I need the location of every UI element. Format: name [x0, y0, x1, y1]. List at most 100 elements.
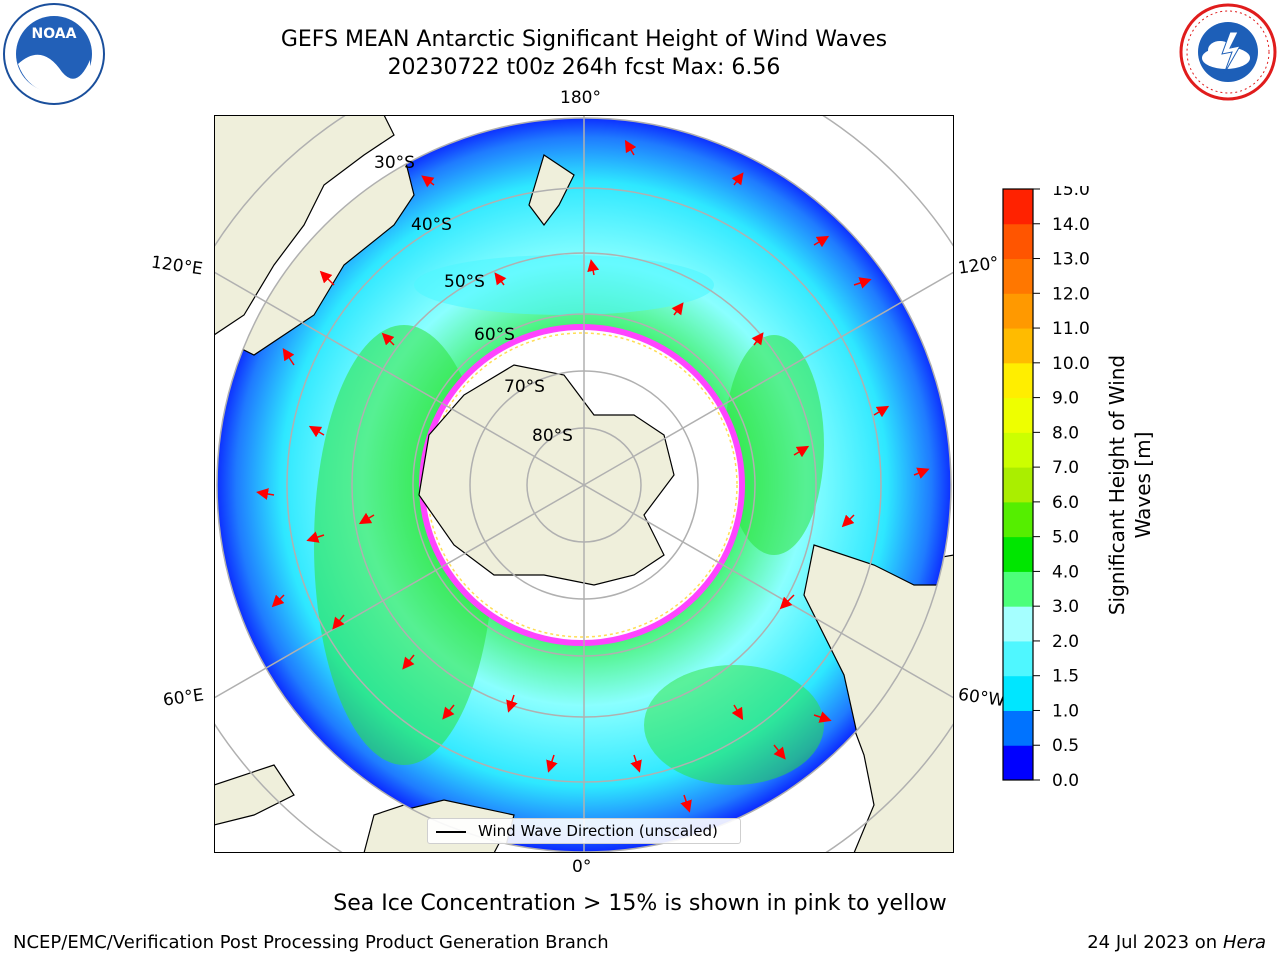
colorbar-swatch — [1003, 710, 1033, 746]
colorbar-tick-label: 2.0 — [1052, 632, 1079, 652]
footer-date-text: 24 Jul 2023 on — [1087, 932, 1223, 953]
map-frame — [214, 115, 954, 853]
arrow — [731, 172, 744, 186]
arrow — [853, 277, 872, 289]
arrow — [332, 614, 345, 630]
lon-label-0: 0° — [572, 857, 592, 877]
lat-label-60s: 60°S — [474, 325, 515, 345]
lon-label-60w: 60°W — [956, 684, 1007, 712]
arrow — [671, 302, 684, 316]
arrow — [358, 512, 375, 525]
colorbar-swatch — [1003, 223, 1033, 260]
arrow — [841, 514, 855, 528]
lat-label-80s: 80°S — [532, 426, 573, 446]
graticule — [214, 115, 954, 853]
colorbar-swatch — [1003, 501, 1033, 538]
arrow — [793, 445, 810, 458]
wind-wave-arrows — [256, 139, 930, 813]
arrow — [381, 332, 395, 346]
colorbar-tick-label: 13.0 — [1052, 250, 1090, 270]
colorbar-swatch — [1003, 258, 1033, 294]
lat-label-70s: 70°S — [504, 377, 545, 397]
colorbar-label: Significant Height of Wind Waves [m] — [1105, 355, 1155, 615]
colorbar-tick-label: 0.5 — [1052, 736, 1079, 756]
lat-label-50s: 50°S — [444, 272, 485, 292]
arrow — [442, 704, 455, 720]
colorbar-tick-label: 8.0 — [1052, 423, 1079, 443]
map-legend: Wind Wave Direction (unscaled) — [427, 818, 741, 844]
nws-logo — [1179, 3, 1277, 101]
footer-machine: Hera — [1222, 932, 1266, 953]
arrow — [630, 754, 642, 773]
lon-label-120e: 120°E — [149, 252, 204, 280]
colorbar: 0.0 0.5 1.0 1.5 2.0 3.0 4.0 5.0 6.0 7.0 8.0 9.0 10.0… — [1002, 186, 1090, 786]
colorbar-tick-label: 6.0 — [1052, 493, 1079, 513]
arrow — [813, 711, 832, 723]
arrow — [256, 488, 275, 500]
colorbar-swatch — [1003, 432, 1033, 468]
colorbar-label-line2: Waves [m] — [1131, 432, 1155, 539]
arrow — [306, 531, 325, 543]
polar-map: 30°S 40°S 50°S 60°S 70°S 80°S — [214, 115, 954, 853]
lon-label-120w: 120° — [956, 253, 1001, 279]
arrow — [271, 594, 285, 608]
lat-label-30s: 30°S — [374, 153, 415, 173]
colorbar-tick-label: 10.0 — [1052, 354, 1090, 374]
colorbar-swatch — [1003, 571, 1033, 607]
colorbar-tick-label: 0.0 — [1052, 771, 1079, 786]
chart-title: GEFS MEAN Antarctic Significant Height o… — [280, 27, 888, 52]
colorbar-swatch — [1003, 397, 1033, 433]
arrow — [751, 332, 764, 346]
colorbar-tick-label: 1.5 — [1052, 667, 1079, 687]
colorbar-swatch — [1003, 745, 1033, 781]
colorbar-swatch — [1003, 675, 1033, 711]
colorbar-swatch — [1003, 328, 1033, 364]
colorbar-swatch — [1003, 362, 1033, 399]
legend-label: Wind Wave Direction (unscaled) — [478, 822, 718, 840]
colorbar-tick-label: 5.0 — [1052, 528, 1079, 548]
colorbar-tick-label: 11.0 — [1052, 319, 1090, 339]
arrow — [587, 259, 600, 276]
footer-credit: NCEP/EMC/Verification Post Processing Pr… — [13, 932, 609, 953]
arrow — [506, 694, 518, 713]
arrow — [308, 425, 325, 438]
arrow — [680, 794, 692, 813]
colorbar-tick-label: 15.0 — [1052, 186, 1090, 200]
arrow — [494, 272, 507, 286]
colorbar-swatch — [1003, 606, 1033, 642]
colorbar-tick-label: 3.0 — [1052, 597, 1079, 617]
lon-label-180: 180° — [560, 88, 601, 108]
arrow — [624, 139, 637, 156]
colorbar-label-line1: Significant Height of Wind — [1105, 355, 1129, 615]
colorbar-swatch — [1003, 536, 1033, 572]
footer-date: 24 Jul 2023 on Hera — [1087, 932, 1266, 953]
arrow — [282, 348, 295, 366]
arrow — [402, 654, 415, 670]
colorbar-tick-label: 1.0 — [1052, 701, 1079, 721]
sea-ice-caption: Sea Ice Concentration > 15% is shown in … — [333, 891, 947, 916]
colorbar-swatch — [1003, 640, 1033, 677]
colorbar-tick-label: 4.0 — [1052, 562, 1079, 582]
colorbar-tick-label: 9.0 — [1052, 389, 1079, 409]
noaa-logo: NOAA — [3, 3, 105, 105]
colorbar-tick-label: 12.0 — [1052, 284, 1090, 304]
colorbar-swatch — [1003, 467, 1033, 503]
arrow — [779, 594, 795, 610]
arrow — [873, 405, 890, 418]
chart-subtitle: 20230722 t00z 264h fcst Max: 6.56 — [387, 55, 781, 80]
arrow — [319, 270, 335, 286]
colorbar-swatch — [1003, 189, 1033, 225]
colorbar-swatch — [1003, 293, 1033, 329]
lon-label-60e: 60°E — [161, 685, 206, 711]
arrow — [773, 744, 786, 760]
arrow — [421, 175, 435, 188]
legend-line — [436, 831, 466, 833]
arrow — [813, 235, 830, 248]
lat-label-40s: 40°S — [411, 215, 452, 235]
colorbar-tick-label: 14.0 — [1052, 215, 1090, 235]
noaa-logo-text: NOAA — [32, 26, 77, 42]
arrow — [731, 704, 744, 721]
arrow — [546, 754, 558, 773]
colorbar-tick-label: 7.0 — [1052, 458, 1079, 478]
arrow — [913, 467, 930, 479]
